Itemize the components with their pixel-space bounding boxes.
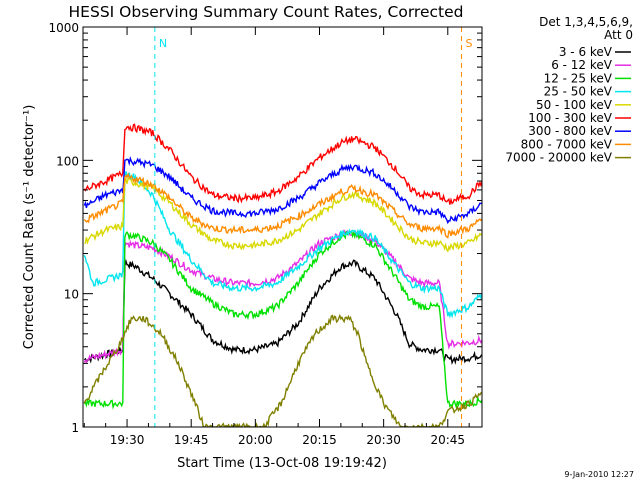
legend-entry-2: 12 - 25 keV [544, 71, 613, 85]
x-tick-label-1: 19:45 [174, 433, 209, 447]
series-line-6 [83, 155, 482, 225]
legend-header-line-2: Att 0 [604, 28, 633, 42]
legend-entry-6: 300 - 800 keV [528, 124, 612, 138]
series-line-0 [83, 258, 482, 366]
legend-entry-3: 25 - 50 keV [544, 85, 613, 99]
plot-frame [82, 26, 483, 428]
y-tick-label-0: 1 [71, 421, 79, 435]
y-axis: 1 10 100 1000 [48, 21, 482, 435]
series-line-3 [83, 171, 482, 319]
series-line-4 [84, 177, 482, 253]
x-tick-label-5: 20:45 [430, 433, 465, 447]
legend-entry-1: 6 - 12 keV [551, 58, 613, 72]
annotation-label-0: N [159, 37, 167, 50]
footer-date: 9-Jan-2010 12:27 [564, 470, 634, 479]
y-tick-label-1: 10 [64, 288, 79, 302]
legend-entry-5: 100 - 300 keV [528, 111, 612, 125]
chart-title: HESSI Observing Summary Count Rates, Cor… [69, 3, 464, 21]
annotation-label-1: S [465, 37, 472, 50]
y-tick-label-2: 100 [56, 154, 79, 168]
x-axis: 19:30 19:45 20:00 20:15 20:30 20:45 [83, 27, 470, 447]
x-tick-label-4: 20:30 [366, 433, 401, 447]
y-tick-label-3: 1000 [48, 21, 79, 35]
y-axis-label: Corrected Count Rate (s⁻¹ detector⁻¹) [22, 105, 37, 350]
series-line-7 [83, 172, 482, 239]
x-tick-label-2: 20:00 [238, 433, 273, 447]
legend-entry-0: 3 - 6 keV [559, 45, 613, 59]
series-line-2 [83, 229, 482, 410]
series-line-5 [83, 123, 482, 205]
legend-entry-7: 800 - 7000 keV [521, 137, 613, 151]
legend-entry-8: 7000 - 20000 keV [505, 151, 612, 165]
x-axis-label: Start Time (13-Oct-08 19:19:42) [177, 456, 387, 471]
series-line-1 [83, 228, 482, 364]
series-line-8 [83, 313, 482, 427]
series-layer [83, 123, 482, 427]
x-tick-label-0: 19:30 [110, 433, 145, 447]
x-tick-label-3: 20:15 [302, 433, 337, 447]
legend-header-line-1: Det 1,3,4,5,6,9, [539, 15, 633, 29]
legend-entry-4: 50 - 100 keV [536, 98, 613, 112]
